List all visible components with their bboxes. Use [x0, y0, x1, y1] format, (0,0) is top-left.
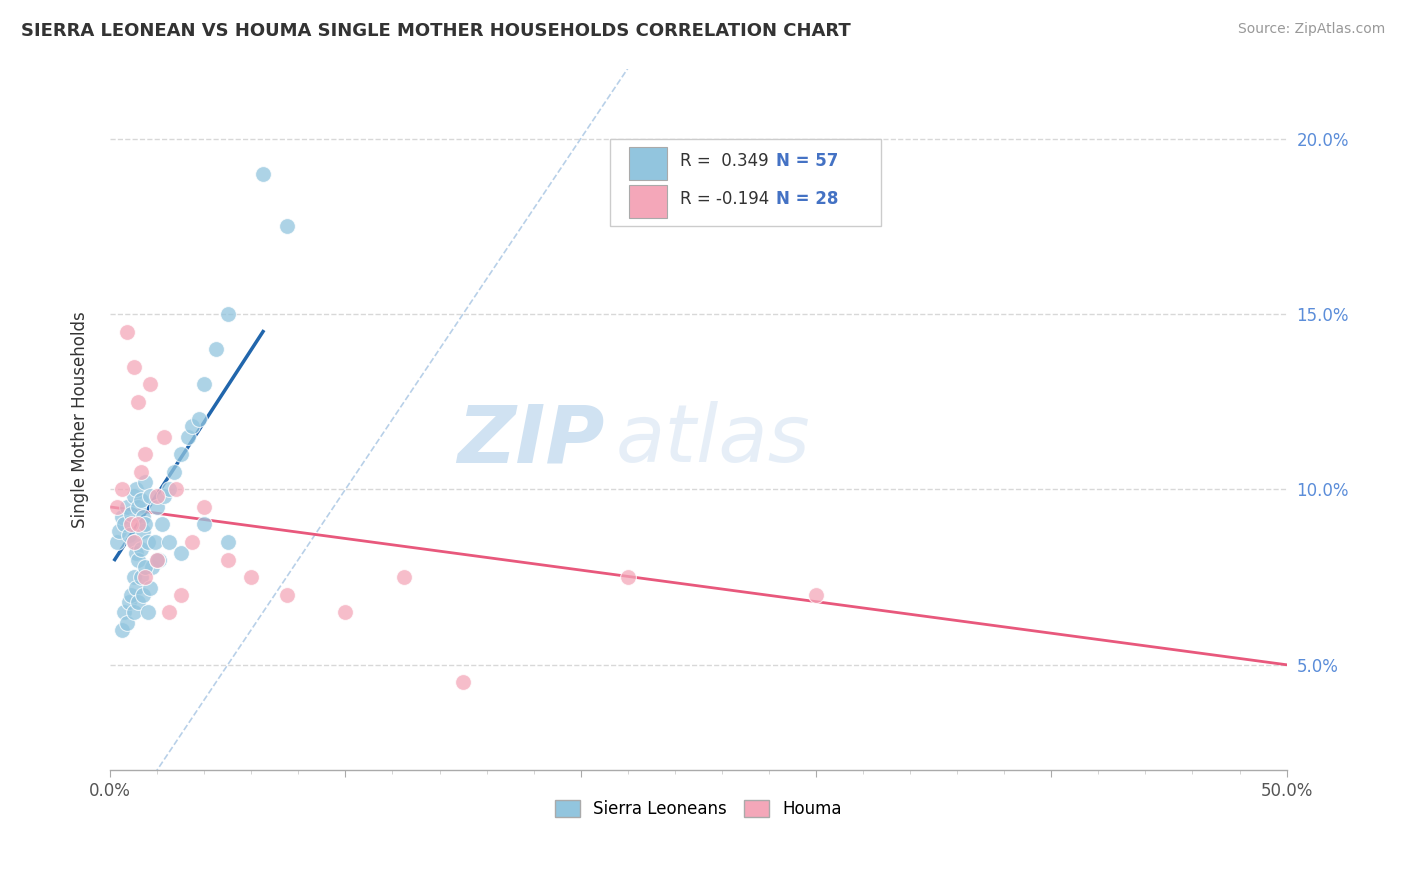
Point [122, 570, 145, 584]
Text: N = 28: N = 28 [776, 191, 839, 209]
Point [146, 500, 169, 514]
Point [122, 490, 145, 504]
Point [616, 570, 638, 584]
Point [127, 594, 149, 608]
Point [162, 465, 184, 479]
Point [125, 483, 148, 497]
Point [139, 581, 162, 595]
Point [169, 447, 191, 461]
Point [112, 605, 135, 619]
Point [132, 588, 155, 602]
Point [148, 552, 170, 566]
Point [105, 535, 128, 549]
Point [451, 675, 474, 690]
Point [139, 490, 162, 504]
Point [129, 492, 152, 507]
Point [134, 517, 156, 532]
Point [125, 545, 148, 559]
Point [139, 377, 162, 392]
Point [169, 588, 191, 602]
Point [146, 490, 169, 504]
Point [127, 500, 149, 514]
Point [127, 517, 149, 532]
Point [193, 377, 215, 392]
Point [804, 588, 827, 602]
Point [150, 517, 173, 532]
Point [118, 594, 141, 608]
Point [127, 394, 149, 409]
Point [105, 500, 128, 514]
Point [193, 517, 215, 532]
Point [127, 552, 149, 566]
Point [169, 545, 191, 559]
Point [129, 542, 152, 557]
Point [177, 430, 200, 444]
Point [146, 552, 169, 566]
Point [276, 588, 298, 602]
Point [134, 559, 156, 574]
Point [120, 507, 142, 521]
FancyBboxPatch shape [610, 138, 880, 227]
Point [136, 535, 159, 549]
Point [120, 517, 142, 532]
Point [125, 581, 148, 595]
Point [276, 219, 298, 234]
Point [120, 588, 142, 602]
Point [335, 605, 357, 619]
Point [181, 419, 204, 434]
Point [122, 535, 145, 549]
Text: Source: ZipAtlas.com: Source: ZipAtlas.com [1237, 22, 1385, 37]
Point [165, 483, 187, 497]
Point [134, 570, 156, 584]
Text: SIERRA LEONEAN VS HOUMA SINGLE MOTHER HOUSEHOLDS CORRELATION CHART: SIERRA LEONEAN VS HOUMA SINGLE MOTHER HO… [21, 22, 851, 40]
Point [217, 552, 239, 566]
Point [132, 524, 155, 539]
Point [193, 500, 215, 514]
Point [122, 605, 145, 619]
Legend: Sierra Leoneans, Houma: Sierra Leoneans, Houma [548, 793, 848, 825]
Text: R =  0.349: R = 0.349 [679, 152, 768, 169]
Point [115, 615, 138, 630]
Point [157, 535, 180, 549]
Point [141, 559, 163, 574]
Point [217, 535, 239, 549]
Point [153, 430, 176, 444]
Point [134, 475, 156, 490]
Y-axis label: Single Mother Households: Single Mother Households [72, 311, 89, 528]
Point [205, 342, 228, 356]
Text: N = 57: N = 57 [776, 152, 839, 169]
Point [146, 552, 169, 566]
Text: ZIP: ZIP [457, 401, 605, 479]
Text: atlas: atlas [616, 401, 811, 479]
Point [143, 535, 166, 549]
Point [115, 325, 138, 339]
Point [122, 535, 145, 549]
Point [157, 605, 180, 619]
Point [188, 412, 211, 426]
Point [153, 490, 176, 504]
FancyBboxPatch shape [628, 186, 666, 219]
Point [112, 517, 135, 532]
Point [111, 623, 134, 637]
Point [111, 510, 134, 524]
Point [111, 483, 134, 497]
Point [217, 307, 239, 321]
Point [118, 528, 141, 542]
Point [181, 535, 204, 549]
Point [136, 605, 159, 619]
Point [252, 167, 274, 181]
Point [157, 483, 180, 497]
Text: R = -0.194: R = -0.194 [679, 191, 769, 209]
Point [132, 510, 155, 524]
Point [240, 570, 263, 584]
FancyBboxPatch shape [628, 147, 666, 179]
Point [129, 570, 152, 584]
Point [122, 359, 145, 374]
Point [134, 447, 156, 461]
Point [129, 465, 152, 479]
Point [115, 500, 138, 514]
Point [392, 570, 415, 584]
Point [108, 524, 131, 539]
